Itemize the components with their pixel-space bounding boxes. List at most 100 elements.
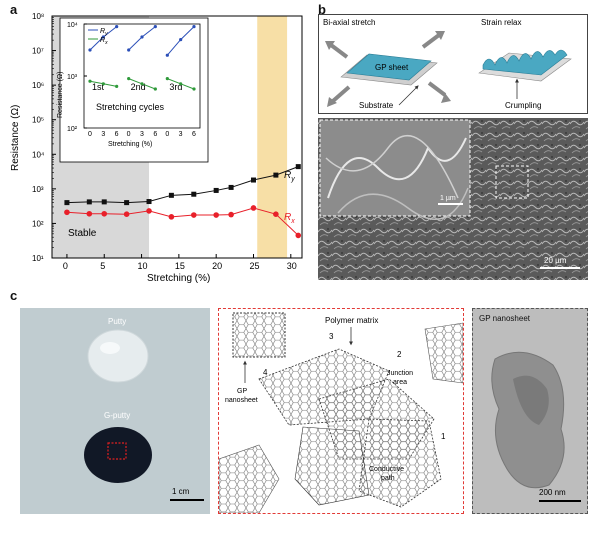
inset-cycle-label: 3rd bbox=[169, 82, 182, 92]
biaxial-label: Bi-axial stretch bbox=[323, 18, 375, 27]
inset-x-tick-label: 6 bbox=[115, 131, 119, 138]
data-point bbox=[168, 214, 175, 220]
crumpled-sheet-shape bbox=[482, 49, 568, 76]
inset-y-tick-label: 10⁴ bbox=[67, 22, 78, 29]
highlight-region bbox=[257, 16, 288, 258]
nanosheet-shape bbox=[358, 418, 442, 508]
sem-texture: 1 µm 20 µm bbox=[318, 118, 588, 280]
sem-inset bbox=[319, 119, 471, 217]
inset-y-tick-label: 10² bbox=[67, 126, 78, 133]
inset-point bbox=[140, 82, 144, 86]
inset-x-tick-label: 0 bbox=[127, 131, 131, 138]
photo-scale-label: 1 cm bbox=[172, 487, 190, 496]
y-tick-label: 10³ bbox=[32, 185, 44, 194]
data-point bbox=[190, 212, 197, 218]
inset-point bbox=[165, 77, 169, 81]
inset-point bbox=[140, 35, 144, 39]
g-putty-label: G-putty bbox=[104, 411, 130, 420]
data-point bbox=[295, 164, 301, 170]
polymer-matrix-label: Polymer matrix bbox=[325, 316, 378, 325]
nanosheet-shape bbox=[219, 444, 280, 513]
number-label: 4 bbox=[263, 368, 268, 377]
substrate-label: Substrate bbox=[359, 101, 394, 110]
y-axis-label: Resistance (Ω) bbox=[10, 105, 21, 171]
gp-sheet-label: GP sheet bbox=[375, 63, 409, 72]
x-tick-label: 0 bbox=[63, 261, 68, 271]
inset-x-tick-label: 3 bbox=[179, 131, 183, 138]
x-tick-label: 15 bbox=[175, 261, 185, 271]
g-putty-selection bbox=[107, 442, 127, 460]
data-point bbox=[295, 232, 302, 239]
data-point bbox=[86, 199, 92, 205]
inset-point bbox=[165, 53, 169, 57]
junction-label-1: Junction bbox=[387, 370, 413, 377]
inset-y-tick-label: 10³ bbox=[67, 74, 78, 81]
data-point bbox=[64, 200, 70, 206]
gp-sheet-shape bbox=[346, 53, 432, 81]
x-axis-label: Stretching (%) bbox=[147, 273, 210, 284]
inset-point bbox=[127, 48, 131, 52]
tem-drawing: GP nanosheet 200 nm bbox=[473, 309, 587, 513]
data-point bbox=[228, 211, 234, 218]
x-tick-label: 30 bbox=[287, 261, 297, 271]
data-point bbox=[146, 199, 152, 205]
panel-a-chart: Stable 10¹ 10² 10³ 10⁴ 10⁵ 10⁶ 10⁷ 10⁸ 0 5 10 15 20 25… bbox=[10, 12, 303, 284]
sem-image: 1 µm 20 µm bbox=[318, 118, 588, 280]
data-point bbox=[273, 211, 279, 217]
inset-cycles-title: Stretching cycles bbox=[96, 102, 165, 112]
data-point bbox=[124, 200, 130, 206]
panel-letter-a: a bbox=[10, 2, 18, 17]
data-point bbox=[250, 205, 257, 211]
y-tick-label: 10¹ bbox=[32, 254, 44, 263]
putty-photo-drawing: Putty G-putty 1 cm bbox=[20, 308, 210, 514]
panel-b-schematic: GP sheet Bi-axial stretch Substrate Stra… bbox=[318, 14, 588, 114]
x-tick-label: 20 bbox=[212, 261, 222, 271]
inset-legend-label: Ry bbox=[100, 28, 108, 37]
inset-point bbox=[127, 77, 131, 81]
inset-x-tick-label: 6 bbox=[192, 131, 196, 138]
panel-letter-b: b bbox=[318, 2, 326, 17]
inset-point bbox=[179, 82, 183, 86]
y-tick-label: 10⁴ bbox=[32, 150, 45, 159]
nanosheet-shape bbox=[424, 322, 463, 384]
arrow-icon bbox=[325, 41, 335, 50]
arrow-icon bbox=[441, 93, 451, 103]
tem-image: GP nanosheet 200 nm bbox=[472, 308, 588, 514]
x-tick-label: 25 bbox=[249, 261, 259, 271]
series-label-ry: Ry bbox=[284, 170, 295, 183]
putty-photo: Putty G-putty 1 cm bbox=[20, 308, 210, 514]
data-point bbox=[101, 199, 107, 205]
number-label: 1 bbox=[441, 432, 446, 441]
arrow-icon bbox=[435, 31, 445, 40]
nanosheet-box bbox=[232, 312, 286, 358]
tem-scale-label: 200 nm bbox=[539, 488, 566, 497]
tem-title: GP nanosheet bbox=[479, 314, 531, 323]
data-point bbox=[168, 192, 174, 198]
y-tick-label: 10⁸ bbox=[32, 12, 44, 21]
inset-point bbox=[101, 35, 105, 39]
data-point bbox=[146, 208, 152, 214]
nanosheet-schematic: Polymer matrix Junction area GP nanoshee… bbox=[218, 308, 464, 514]
inset-point bbox=[115, 84, 119, 88]
y-tick-label: 10² bbox=[32, 219, 44, 228]
sem-selection-box bbox=[495, 165, 529, 199]
plot-frame bbox=[51, 15, 303, 259]
data-point bbox=[273, 172, 279, 178]
inset-frame bbox=[83, 23, 201, 129]
inset-x-tick-label: 0 bbox=[88, 131, 92, 138]
x-tick-label: 5 bbox=[100, 261, 105, 271]
sem-inset-scale-label: 1 µm bbox=[440, 195, 456, 202]
junction-label-2: area bbox=[393, 379, 407, 386]
number-label: 2 bbox=[397, 350, 402, 359]
inset-point bbox=[192, 87, 196, 91]
stable-label: Stable bbox=[68, 228, 97, 239]
number-label: 3 bbox=[329, 332, 334, 341]
inset-legend-label: Rx bbox=[100, 37, 108, 46]
conductive-path-label-1: Conductive bbox=[369, 466, 404, 473]
nanosheet-shape bbox=[294, 426, 370, 506]
inset-x-tick-label: 3 bbox=[101, 131, 105, 138]
conductive-path-label-2: path bbox=[381, 475, 395, 482]
inset-y-axis-label: Resistance (Ω) bbox=[57, 72, 64, 118]
x-tick-label: 10 bbox=[138, 261, 148, 271]
inset-point bbox=[179, 38, 183, 42]
